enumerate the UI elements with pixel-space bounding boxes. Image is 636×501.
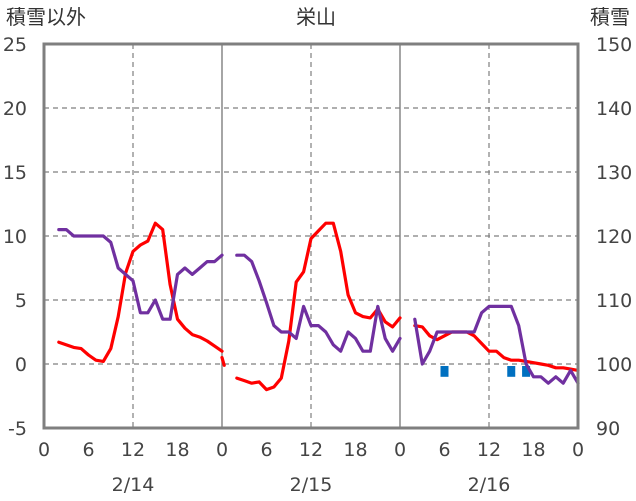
right-tick-label: 120	[596, 226, 632, 248]
day-label: 2/15	[290, 474, 333, 496]
left-tick-labels: 25 20 15 10 5 0 -5	[3, 34, 27, 440]
series-line-segment	[235, 221, 402, 392]
x-tick-labels: 0 6 12 18 0 6 12 18 0 6 12 18 0	[38, 439, 584, 461]
bar-series	[440, 366, 531, 377]
right-tick-label: 150	[596, 34, 632, 56]
right-axis-label: 積雪	[590, 5, 630, 29]
left-tick-label: 5	[15, 290, 27, 312]
series-line-segment	[235, 253, 402, 353]
snow-bar	[522, 366, 531, 377]
x-tick-label: 18	[343, 439, 367, 461]
x-tick-label: 0	[38, 439, 50, 461]
series-line-segment	[413, 324, 580, 372]
day-labels: 2/14 2/15 2/16	[112, 474, 511, 496]
right-tick-label: 100	[596, 354, 632, 376]
x-tick-label: 0	[394, 439, 406, 461]
series-line-segment	[220, 356, 226, 367]
series-line-segment	[57, 221, 224, 363]
chart-title: 栄山	[296, 5, 336, 29]
right-tick-label: 90	[596, 418, 620, 440]
x-tick-label: 0	[216, 439, 228, 461]
left-tick-label: -5	[8, 418, 27, 440]
left-tick-label: 10	[3, 226, 27, 248]
day-label: 2/16	[468, 474, 511, 496]
snow-bar	[507, 366, 516, 377]
x-tick-label: 6	[438, 439, 450, 461]
right-tick-label: 130	[596, 162, 632, 184]
left-tick-label: 20	[3, 98, 27, 120]
x-tick-label: 18	[521, 439, 545, 461]
x-tick-label: 6	[260, 439, 272, 461]
x-tick-label: 12	[299, 439, 323, 461]
series-line-segment	[413, 304, 580, 385]
x-tick-label: 18	[165, 439, 189, 461]
snow-bar	[440, 366, 449, 377]
left-tick-label: 15	[3, 162, 27, 184]
plot-border	[42, 42, 580, 430]
x-tick-label: 0	[572, 439, 584, 461]
x-tick-label: 12	[121, 439, 145, 461]
series-line-segment	[57, 228, 224, 321]
grid-lines	[44, 44, 578, 428]
day-label: 2/14	[112, 474, 155, 496]
x-tick-label: 12	[477, 439, 501, 461]
left-tick-label: 25	[3, 34, 27, 56]
left-tick-label: 0	[15, 354, 27, 376]
right-tick-label: 110	[596, 290, 632, 312]
plot-frame	[42, 42, 580, 430]
line-series	[57, 221, 580, 392]
x-tick-label: 6	[82, 439, 94, 461]
left-axis-label: 積雪以外	[6, 5, 86, 29]
right-tick-labels: 150 140 130 120 110 100 90	[596, 34, 632, 440]
right-tick-label: 140	[596, 98, 632, 120]
